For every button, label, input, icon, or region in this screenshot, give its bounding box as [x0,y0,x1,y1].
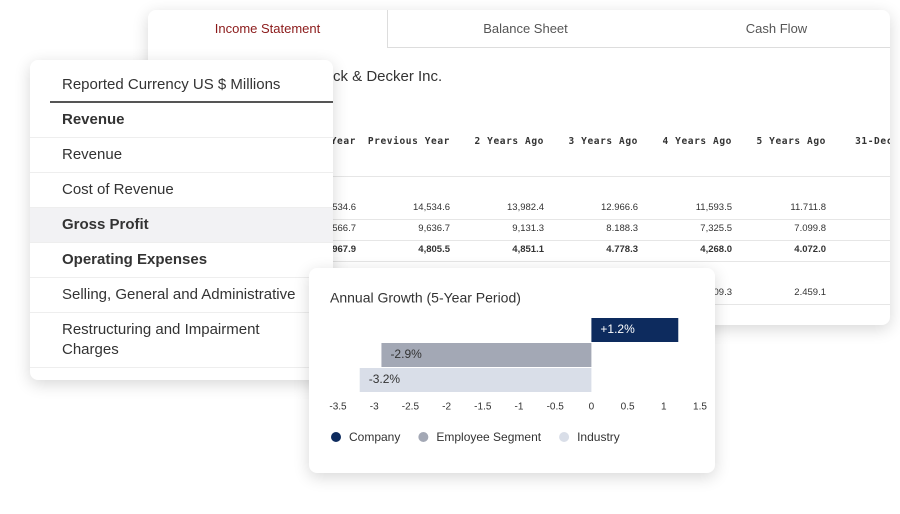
bar [359,368,592,392]
tab[interactable]: Balance Sheet [388,10,663,48]
table-cell: 534.6 [332,202,356,213]
table-cell: 12.966.6 [601,202,638,213]
legend-swatch [559,432,570,442]
table-cell: 7,325.5 [700,223,732,234]
line-item-label: Gross Profit [62,216,149,233]
bar [591,318,679,342]
line-item[interactable]: Operating Expenses [30,243,333,278]
bar-value-label: -2.9% [390,347,422,361]
table-cell: 8.188.3 [606,223,638,234]
line-item[interactable]: Revenue [30,138,333,173]
x-tick-label: 1 [661,402,667,413]
chart-title: Annual Growth (5-Year Period) [330,290,521,306]
legend-label: Employee Segment [436,430,541,444]
table-cell: 566.7 [332,223,356,234]
line-items-card: Reported Currency US $ Millions Revenue R… [30,60,333,380]
column-header: 2 Years Ago [474,136,544,147]
table-cell: 11,593.5 [695,202,732,213]
x-tick-label: -2.5 [402,402,420,413]
x-tick-label: 1.5 [693,402,707,413]
line-item[interactable]: Restructuring and Impairment Charges [30,313,333,368]
x-tick-label: -0.5 [547,402,565,413]
line-item[interactable]: Selling, General and Administrative [30,278,333,313]
line-item[interactable]: Gross Profit [30,208,333,243]
table-cell: 9,131.3 [512,223,544,234]
bar [381,343,592,367]
table-cell: 2.459.1 [794,287,826,298]
table-cell: 9,636.7 [418,223,450,234]
growth-card: Annual Growth (5-Year Period) -3.5 -3 -2.5… [309,268,715,473]
line-item[interactable]: Revenue [30,103,333,138]
column-header: 4 Years Ago [662,136,732,147]
table-cell: 7.099.8 [794,223,826,234]
tab[interactable]: Income Statement [148,10,388,48]
x-tick-label: -1.5 [474,402,492,413]
legend-label: Industry [577,430,620,444]
table-cell: 11.711.8 [790,202,826,213]
line-item-label: Cost of Revenue [62,181,174,198]
column-header: 5 Years Ago [756,136,826,147]
x-tick-label: -3.5 [329,402,347,413]
table-cell: 4,268.0 [700,244,732,255]
header-rule [148,176,890,177]
company-name: ck & Decker Inc. [333,68,443,85]
legend-swatch [418,432,429,442]
header-rule [50,101,333,103]
growth-chart: Annual Growth (5-Year Period) -3.5 -3 -2.5… [329,290,707,444]
x-tick-label: -1 [515,402,524,413]
bar-value-label: +1.2% [600,322,635,336]
column-header: 3 Years Ago [568,136,638,147]
line-item-label: Selling, General and Administrative [62,286,296,303]
row-rule [148,219,890,220]
table-cell: 4,805.5 [418,244,450,255]
line-item-label: Operating Expenses [62,251,208,268]
table-cell: 09.3 [713,287,733,298]
x-tick-label: -3 [370,402,379,413]
bar-value-label: -3.2% [369,372,401,386]
table-cell: 13,982.4 [507,202,544,213]
x-tick-label: -2 [442,402,451,413]
legend-label: Company [349,430,400,444]
line-item-label: Restructuring and Impairment Charges [62,321,260,358]
table-cell: 967.9 [332,244,356,255]
legend-swatch [331,432,341,442]
column-header: 31-Dec [855,136,890,147]
line-item-label: Revenue [62,111,125,128]
table-cell: 4.778.3 [606,244,638,255]
table-cell: 4.072.0 [794,244,826,255]
column-header: Previous Year [367,136,450,147]
currency-header: Reported Currency US $ Millions [62,76,281,93]
line-item-list: Revenue Revenue Cost of Revenue Gross Profi… [30,103,333,368]
column-header: Year [330,136,356,147]
row-rule [148,261,890,262]
x-tick-label: 0.5 [621,402,635,413]
line-item[interactable]: Cost of Revenue [30,173,333,208]
x-tick-label: 0 [589,402,595,413]
tab[interactable]: Cash Flow [663,10,890,48]
table-cell: 14,534.6 [413,202,450,213]
table-cell: 4,851.1 [512,244,544,255]
row-rule [148,240,890,241]
line-item-label: Revenue [62,146,123,163]
